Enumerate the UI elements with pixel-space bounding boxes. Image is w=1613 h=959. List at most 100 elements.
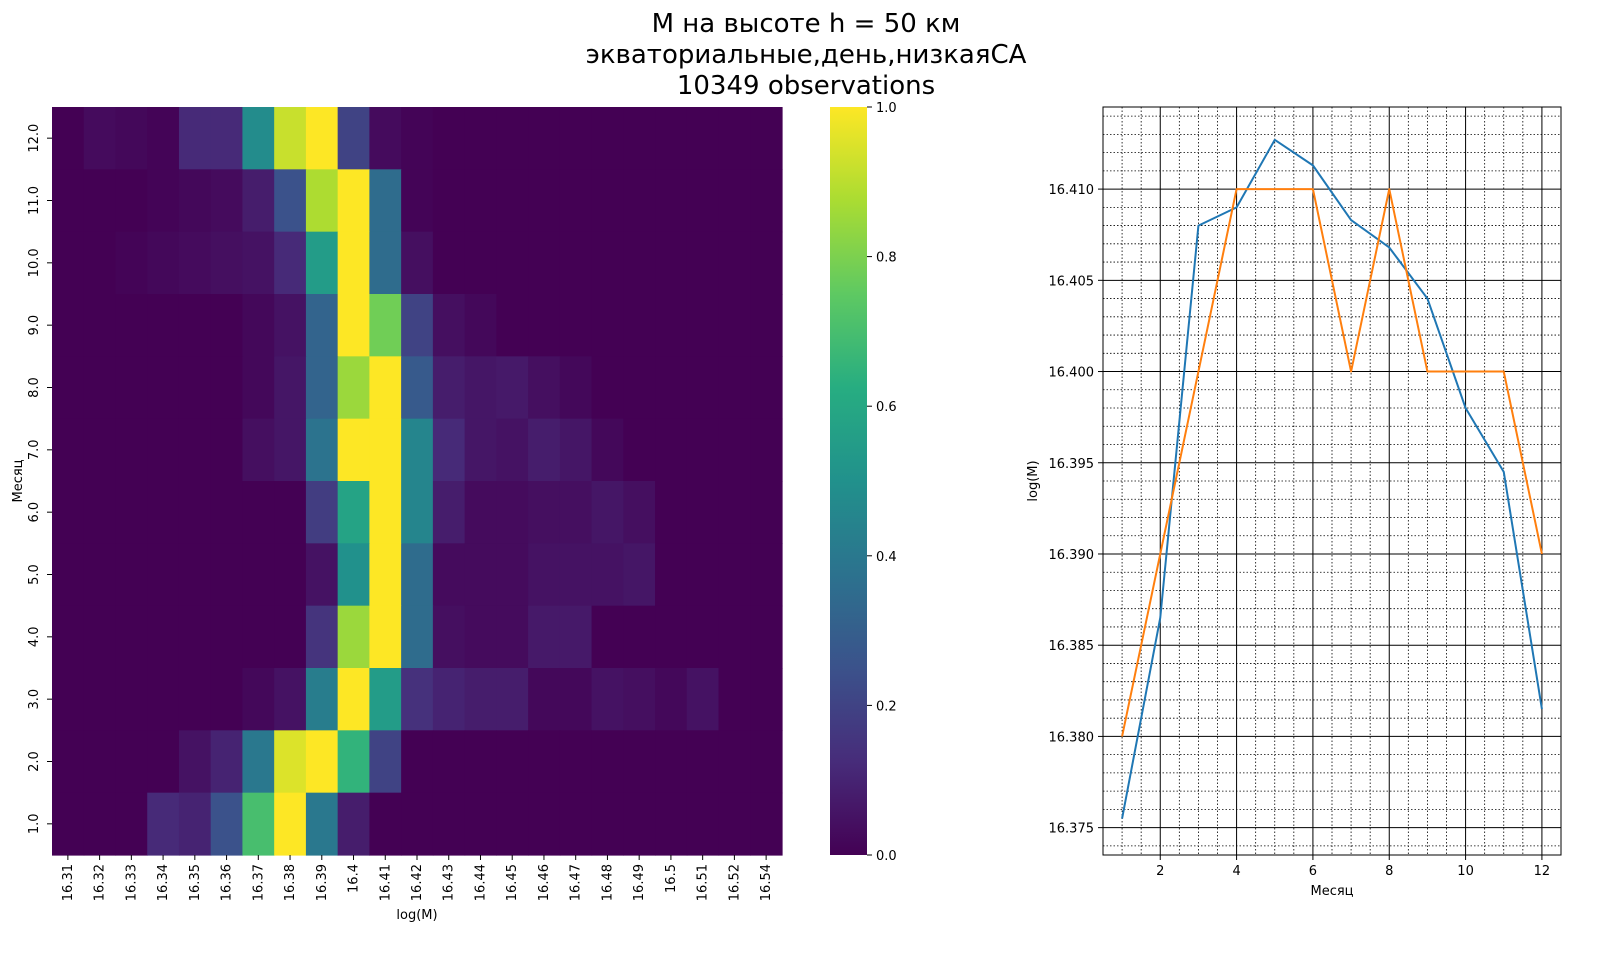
heatmap-cell bbox=[147, 605, 180, 669]
heatmap-cell bbox=[178, 294, 212, 357]
heatmap-cell bbox=[528, 792, 561, 856]
heatmap-cell bbox=[178, 730, 212, 794]
heatmap-cell bbox=[369, 730, 402, 794]
heatmap-y-tick-label: 12.0 bbox=[27, 124, 42, 153]
line-y-tick-label: 16.375 bbox=[1049, 822, 1095, 837]
heatmap-cell bbox=[115, 231, 148, 295]
heatmap-cell bbox=[83, 418, 117, 482]
heatmap-cell bbox=[274, 169, 307, 233]
heatmap-cell bbox=[750, 730, 783, 794]
heatmap-cell bbox=[559, 356, 593, 420]
heatmap-cell bbox=[178, 543, 212, 607]
heatmap-cell bbox=[52, 107, 85, 170]
heatmap-cell bbox=[623, 169, 656, 233]
heatmap-cell bbox=[337, 730, 370, 794]
line-y-tick-label: 16.395 bbox=[1049, 457, 1095, 472]
heatmap-cell bbox=[528, 231, 561, 295]
heatmap-cell bbox=[274, 730, 307, 794]
heatmap-cell bbox=[147, 294, 180, 357]
heatmap-cell bbox=[559, 418, 593, 482]
heatmap-cell bbox=[623, 792, 656, 856]
heatmap-cell bbox=[496, 294, 529, 357]
heatmap-cell bbox=[147, 418, 180, 482]
heatmap-cell bbox=[52, 169, 85, 233]
heatmap-cell bbox=[242, 356, 275, 420]
heatmap-cell bbox=[750, 231, 783, 295]
heatmap-cell bbox=[528, 605, 561, 669]
heatmap-cell bbox=[274, 792, 307, 856]
heatmap-cell bbox=[115, 543, 148, 607]
heatmap-cell bbox=[686, 107, 720, 170]
heatmap-cell bbox=[623, 605, 656, 669]
colorbar: 0.0 0.2 0.4 0.6 0.8 1.0 bbox=[830, 101, 897, 864]
heatmap-cell bbox=[591, 356, 624, 420]
heatmap-cell bbox=[369, 356, 402, 420]
heatmap-cell bbox=[496, 668, 529, 731]
heatmap-cell bbox=[432, 231, 466, 295]
heatmap-y-tick-label: 3.0 bbox=[27, 689, 42, 710]
heatmap-cell bbox=[52, 605, 85, 669]
heatmap-cell bbox=[591, 605, 624, 669]
heatmap-cell bbox=[337, 356, 370, 420]
heatmap-cell bbox=[750, 356, 783, 420]
heatmap-cell bbox=[718, 107, 751, 170]
heatmap-cell bbox=[591, 668, 624, 731]
heatmap-x-tick-label: 16.36 bbox=[220, 864, 235, 901]
heatmap-cell bbox=[369, 231, 402, 295]
heatmap-x-tick-label: 16.44 bbox=[473, 864, 488, 901]
heatmap-cell bbox=[242, 668, 275, 731]
heatmap-x-tick-label: 16.54 bbox=[759, 864, 774, 901]
heatmap-cell bbox=[464, 605, 497, 669]
heatmap-y-tick-label: 9.0 bbox=[27, 315, 42, 336]
heatmap-cell bbox=[147, 668, 180, 731]
heatmap-cell bbox=[655, 543, 688, 607]
heatmap-cell bbox=[83, 668, 117, 731]
heatmap-cell bbox=[305, 543, 339, 607]
heatmap-cell bbox=[83, 730, 117, 794]
line-chart: 2 4 6 8 10 12 16.375 16.380 16.385 16.390 16.395 16… bbox=[1026, 106, 1562, 899]
heatmap-cell bbox=[591, 543, 624, 607]
heatmap-cell bbox=[305, 231, 339, 295]
heatmap-cell bbox=[655, 668, 688, 731]
heatmap-cell bbox=[432, 356, 466, 420]
heatmap-cell bbox=[305, 481, 339, 544]
heatmap-cell bbox=[528, 294, 561, 357]
heatmap-chart: 16.31 16.32 16.33 16.34 16.35 16.36 16.37 16.38… bbox=[11, 107, 783, 923]
heatmap-cell bbox=[337, 543, 370, 607]
heatmap-cell bbox=[274, 356, 307, 420]
heatmap-cell bbox=[305, 668, 339, 731]
heatmap-cell bbox=[528, 356, 561, 420]
heatmap-cell bbox=[591, 107, 624, 170]
line-y-tick-label: 16.400 bbox=[1049, 366, 1095, 381]
line-y-tick-label: 16.405 bbox=[1049, 274, 1095, 289]
line-y-tick-label: 16.410 bbox=[1049, 183, 1095, 198]
line-x-axis-label: Месяц bbox=[1310, 884, 1353, 899]
heatmap-cell bbox=[432, 418, 466, 482]
heatmap-cell bbox=[528, 481, 561, 544]
heatmap-cell bbox=[210, 792, 244, 856]
line-chart-frame bbox=[1102, 106, 1562, 856]
heatmap-x-tick-label: 16.46 bbox=[537, 864, 552, 901]
heatmap-cell bbox=[178, 231, 212, 295]
heatmap-cell bbox=[178, 169, 212, 233]
heatmap-y-tick-label: 8.0 bbox=[27, 377, 42, 398]
heatmap-cell bbox=[178, 356, 212, 420]
heatmap-cell bbox=[210, 169, 244, 233]
heatmap-cell bbox=[750, 543, 783, 607]
heatmap-cell bbox=[337, 231, 370, 295]
heatmap-cell bbox=[528, 543, 561, 607]
heatmap-x-tick-label: 16.37 bbox=[251, 864, 266, 901]
heatmap-cell bbox=[83, 543, 117, 607]
heatmap-cell bbox=[274, 543, 307, 607]
heatmap-x-tick-label: 16.42 bbox=[410, 864, 425, 901]
heatmap-cell bbox=[686, 730, 720, 794]
heatmap-cell bbox=[274, 294, 307, 357]
heatmap-x-tick-label: 16.38 bbox=[283, 864, 298, 901]
heatmap-cell bbox=[178, 792, 212, 856]
figure-title-line-1: M на высоте h = 50 км bbox=[652, 9, 961, 39]
heatmap-cell bbox=[591, 418, 624, 482]
heatmap-cell bbox=[750, 169, 783, 233]
heatmap-cell bbox=[686, 481, 720, 544]
heatmap-cell bbox=[718, 169, 751, 233]
heatmap-cell bbox=[210, 730, 244, 794]
